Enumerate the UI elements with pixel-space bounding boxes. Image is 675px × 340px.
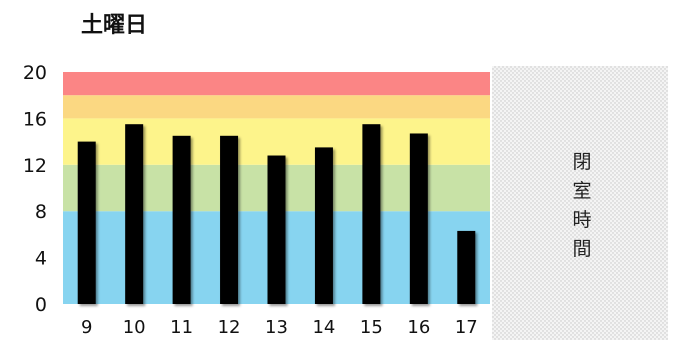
x-tick-label: 16 xyxy=(407,317,430,338)
band-4 xyxy=(63,72,490,96)
x-tick-label: 10 xyxy=(123,317,146,338)
bar-17 xyxy=(457,230,476,304)
y-tick-label: 0 xyxy=(35,294,47,316)
bars xyxy=(77,124,476,304)
bar-16 xyxy=(409,133,428,304)
x-tick-label: 9 xyxy=(81,317,92,338)
bar-13 xyxy=(267,155,286,304)
y-tick-label: 8 xyxy=(35,201,47,223)
closed-label-char: 室 xyxy=(572,180,591,202)
x-tick-label: 14 xyxy=(312,317,335,338)
bar-12 xyxy=(220,135,239,304)
bar-15 xyxy=(362,124,381,304)
y-axis: 0 4 8 12 16 20 xyxy=(23,62,47,316)
bar-11 xyxy=(172,135,191,304)
y-tick-label: 20 xyxy=(23,62,47,84)
closed-label-char: 間 xyxy=(572,238,591,260)
bar-14 xyxy=(314,147,333,304)
closed-label-char: 時 xyxy=(572,209,591,231)
bar-9 xyxy=(77,141,96,304)
y-tick-label: 4 xyxy=(35,248,47,270)
closed-label-char: 閉 xyxy=(572,151,591,173)
x-tick-label: 17 xyxy=(455,317,478,338)
y-tick-label: 16 xyxy=(23,108,47,130)
y-tick-label: 12 xyxy=(23,155,47,177)
x-tick-label: 11 xyxy=(170,317,193,338)
x-tick-label: 12 xyxy=(218,317,241,338)
bar-10 xyxy=(125,124,144,304)
chart-title: 土曜日 xyxy=(81,13,148,38)
x-tick-label: 13 xyxy=(265,317,288,338)
closed-area-background xyxy=(492,66,668,340)
band-3 xyxy=(63,95,490,119)
x-tick-label: 15 xyxy=(360,317,383,338)
x-axis: 9 10 11 12 13 14 15 16 17 xyxy=(81,317,478,338)
